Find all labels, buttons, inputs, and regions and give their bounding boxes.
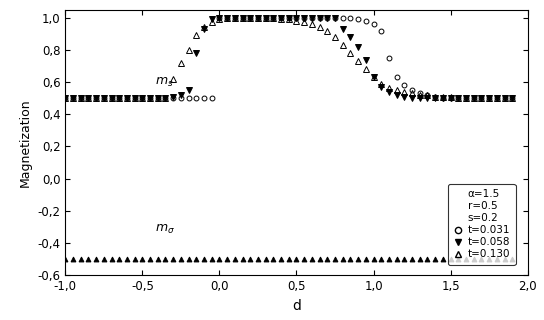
Text: m$_s$: m$_s$ — [154, 76, 174, 89]
Text: m$_\sigma$: m$_\sigma$ — [154, 223, 175, 236]
Legend: α=1.5, r=0.5, s=0.2, t=0.031, t=0.058, t=0.130: α=1.5, r=0.5, s=0.2, t=0.031, t=0.058, t… — [448, 184, 516, 265]
Y-axis label: Magnetization: Magnetization — [19, 98, 32, 187]
X-axis label: d: d — [292, 299, 301, 313]
